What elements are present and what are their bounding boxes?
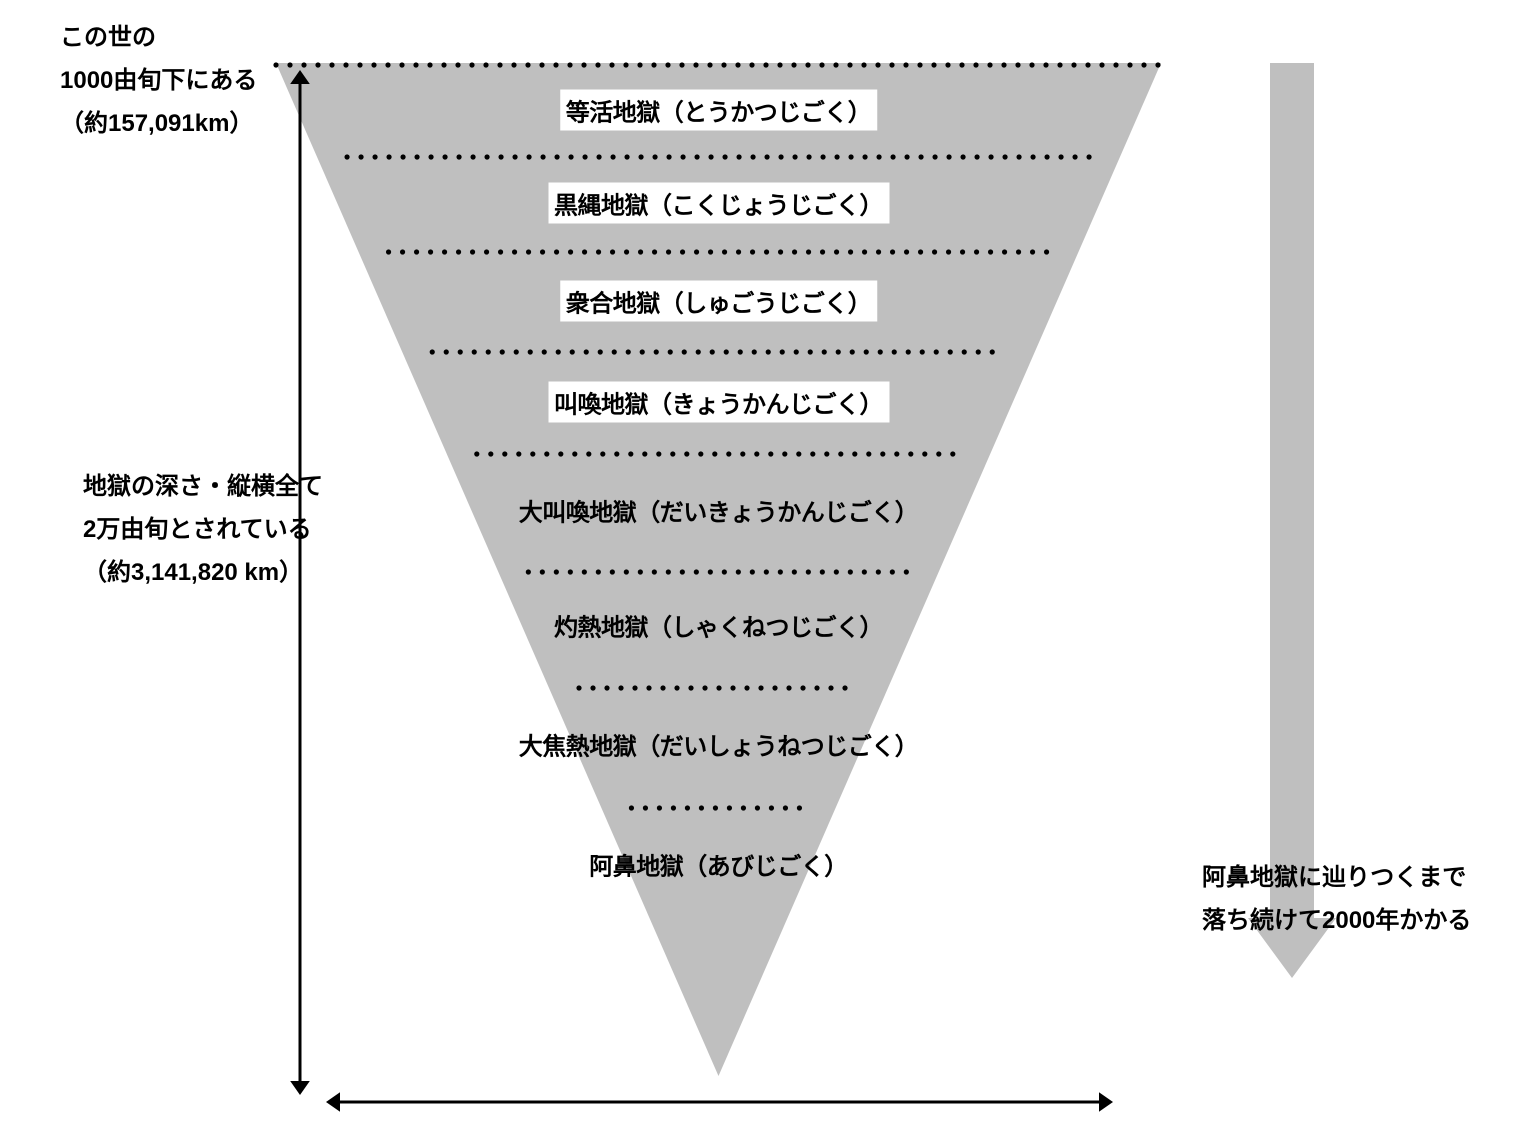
- level-separator-3: [474, 451, 955, 456]
- level-separator-2: [430, 349, 995, 354]
- diagram-canvas: [0, 0, 1528, 1146]
- hell-inverted-triangle: [276, 63, 1161, 1076]
- width-arrow: [326, 1092, 1113, 1112]
- depth-arrow: [290, 70, 310, 1095]
- falling-arrow: [1248, 63, 1336, 978]
